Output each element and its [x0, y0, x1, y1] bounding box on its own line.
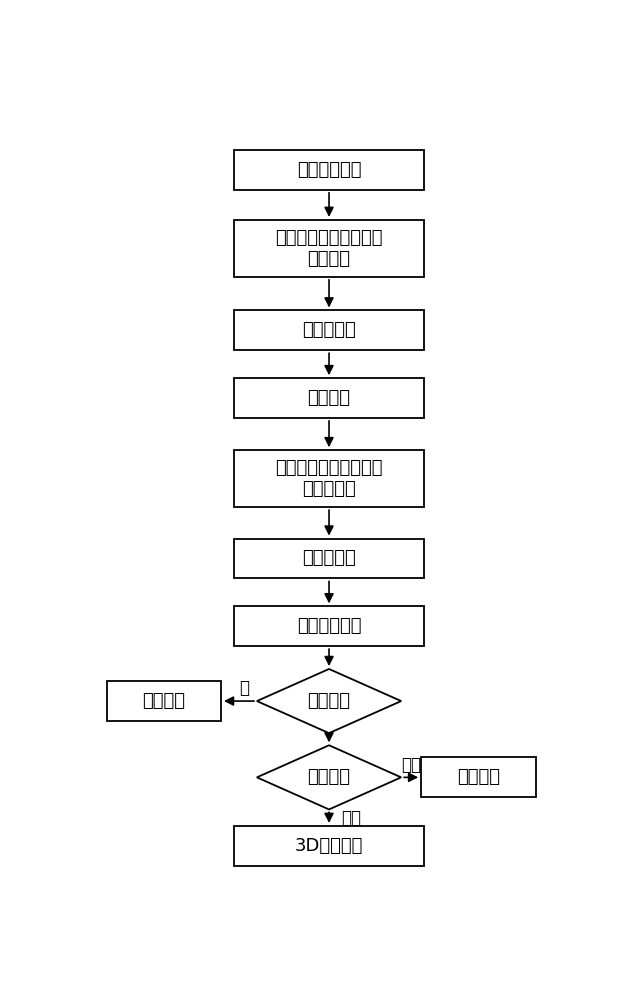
Text: 数据拼接: 数据拼接	[308, 389, 351, 407]
Text: 大于: 大于	[342, 809, 361, 827]
Text: 多角度扫描: 多角度扫描	[302, 321, 356, 339]
Bar	[234, 826, 424, 866]
Polygon shape	[257, 745, 401, 809]
Polygon shape	[257, 669, 401, 733]
Text: 处理点云数据得到完整
的三维模型: 处理点云数据得到完整 的三维模型	[275, 459, 383, 498]
Bar	[234, 150, 424, 190]
Bar	[234, 220, 424, 277]
Bar	[234, 378, 424, 418]
Text: 实体化处理: 实体化处理	[302, 549, 356, 567]
Bar	[234, 539, 424, 578]
Text: 数控加工: 数控加工	[457, 768, 499, 786]
Text: 小于: 小于	[401, 756, 421, 774]
Bar	[234, 606, 424, 646]
Bar	[234, 450, 424, 507]
Text: 三维误差对比: 三维误差对比	[297, 617, 361, 635]
Bar	[234, 310, 424, 350]
Text: 否: 否	[239, 679, 249, 697]
Bar	[107, 681, 221, 721]
Text: 余量上限: 余量上限	[308, 768, 351, 786]
Text: 继续使用: 继续使用	[143, 692, 186, 710]
Text: 破坏严重: 破坏严重	[308, 692, 351, 710]
Bar	[421, 757, 535, 797]
Text: 布置扫描系统并设置参
考坐标系: 布置扫描系统并设置参 考坐标系	[275, 229, 383, 268]
Text: 3D打印修补: 3D打印修补	[295, 837, 363, 855]
Text: 放置合适位置: 放置合适位置	[297, 161, 361, 179]
